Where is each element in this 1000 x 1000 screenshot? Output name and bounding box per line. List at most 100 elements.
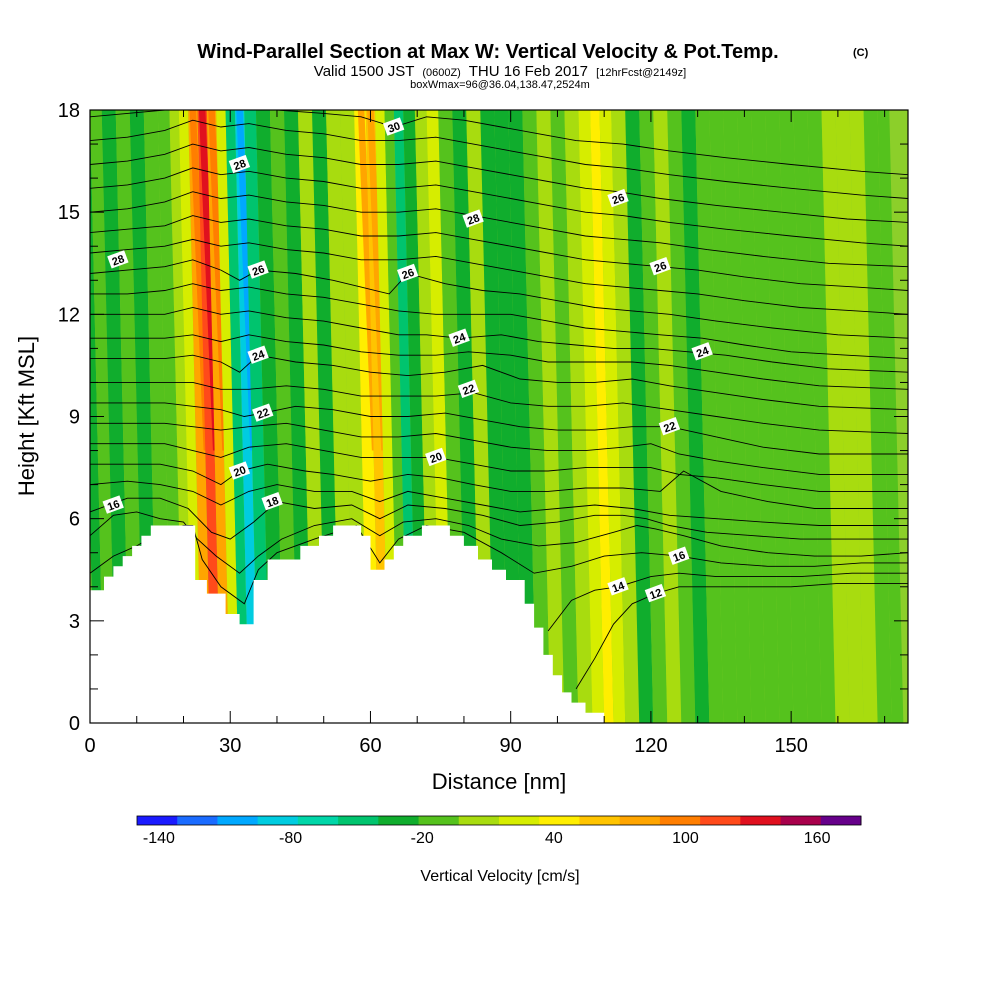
colorbar-tick-labels: -140 -80 -20 40 100 160 (143, 830, 831, 847)
velocity-band (536, 110, 565, 723)
theta-contour (90, 167, 908, 247)
colorbar-tick-label: -20 (411, 830, 434, 847)
contour-label: 16 (102, 495, 124, 514)
colorbar-swatch (780, 816, 822, 825)
y-tick-label: 6 (69, 509, 80, 531)
colorbar-frame (136, 815, 862, 826)
x-tick-label: 60 (359, 735, 381, 757)
contour-label-text: 28 (232, 158, 248, 173)
theta-contours (90, 110, 908, 690)
theta-contour (90, 354, 908, 411)
contour-label: 24 (691, 342, 713, 361)
theta-contour (90, 119, 908, 199)
velocity-band (751, 110, 780, 723)
contour-label-box (247, 260, 269, 279)
velocity-band (681, 110, 710, 723)
velocity-band (354, 110, 380, 723)
theta-contour (575, 582, 908, 690)
theta-contour (90, 191, 908, 268)
contour-label: 24 (448, 328, 470, 347)
colorbar-swatch (217, 816, 259, 825)
contour-label: 28 (107, 250, 129, 269)
valid-date: THU 16 Feb 2017 (469, 63, 588, 80)
contour-label-box (228, 154, 251, 174)
y-axis: 0 3 6 9 12 15 18 (58, 100, 908, 735)
contour-label-box (644, 583, 667, 603)
velocity-band (723, 110, 752, 723)
contour-label-text: 26 (653, 260, 669, 275)
theta-contour (547, 572, 908, 632)
contour-label-text: 24 (452, 331, 468, 347)
colorbar-swatch (820, 816, 862, 825)
velocity-band (765, 110, 794, 723)
forecast-info: [12hrFcst@2149z] (596, 67, 686, 79)
velocity-band (695, 110, 724, 723)
colorbar-swatch (539, 816, 580, 825)
velocity-band (178, 110, 203, 723)
contour-label-text: 28 (111, 253, 127, 268)
velocity-band (793, 110, 822, 723)
contour-label-box (382, 117, 405, 136)
contour-label-text: 22 (255, 406, 271, 421)
velocity-band (216, 110, 240, 723)
theta-contour (90, 143, 908, 223)
contour-label-text: 16 (106, 498, 122, 513)
y-tick-label: 18 (58, 100, 80, 122)
contour-label-box (261, 491, 283, 511)
colorbar-swatch (378, 816, 420, 825)
y-tick-label: 15 (58, 202, 80, 224)
colorbar-swatch (579, 816, 621, 825)
colorbar-swatch (659, 816, 701, 825)
velocity-band (188, 110, 212, 723)
theta-contour (90, 283, 908, 360)
valid-prefix: Valid 1500 JST (314, 63, 414, 80)
contour-label: 30 (382, 117, 405, 136)
velocity-band (807, 110, 836, 723)
theta-contour (90, 215, 908, 291)
colorbar-tick-label: -140 (143, 830, 175, 847)
velocity-band (625, 110, 654, 723)
contour-label-box (607, 577, 629, 596)
contour-label-text: 22 (662, 420, 678, 435)
theta-contour (90, 381, 908, 434)
contour-label-text: 20 (232, 464, 248, 479)
x-tick-label: 150 (774, 735, 807, 757)
plot-area: 12 14 16 16 18 20 20 22 22 24 22 24 24 26 26 28 26 28 26 28… (90, 110, 908, 723)
colorbar-swatch (499, 816, 540, 825)
colorbar (136, 815, 862, 826)
theta-contour (90, 443, 908, 492)
contour-label: 28 (228, 154, 251, 174)
contour-label-box (668, 546, 690, 565)
colorbar-swatch (619, 816, 661, 825)
contour-label: 26 (397, 263, 419, 283)
contour-label-box (397, 263, 419, 283)
velocity-band (779, 110, 808, 723)
contour-label: 26 (607, 188, 629, 208)
contour-label-box (247, 345, 269, 364)
velocity-band (709, 110, 738, 723)
velocity-band (667, 110, 696, 723)
velocity-band (599, 110, 626, 723)
terrain-mask (90, 525, 605, 723)
contour-label-box (457, 379, 480, 398)
colorbar-label: Vertical Velocity [cm/s] (420, 868, 579, 885)
colorbar-swatch (177, 816, 218, 825)
colorbar-tick-label: -80 (279, 830, 302, 847)
y-axis-label: Height [Kft MSL] (14, 336, 39, 496)
contour-label-box (425, 447, 447, 467)
x-tick-label: 120 (634, 735, 667, 757)
chart-title: Wind-Parallel Section at Max W: Vertical… (197, 41, 778, 63)
x-tick-label: 90 (500, 735, 522, 757)
contour-label-box (228, 461, 251, 480)
theta-contour (90, 402, 908, 455)
contour-label-text: 22 (461, 382, 477, 397)
contour-label-text: 30 (386, 120, 402, 135)
theta-contour (90, 238, 908, 315)
contour-label: 22 (252, 403, 274, 422)
theta-contour (90, 497, 908, 540)
y-tick-label: 12 (58, 304, 80, 326)
contour-label-box (107, 250, 129, 269)
contour-label: 26 (247, 260, 269, 279)
contour-label-text: 28 (466, 212, 482, 227)
